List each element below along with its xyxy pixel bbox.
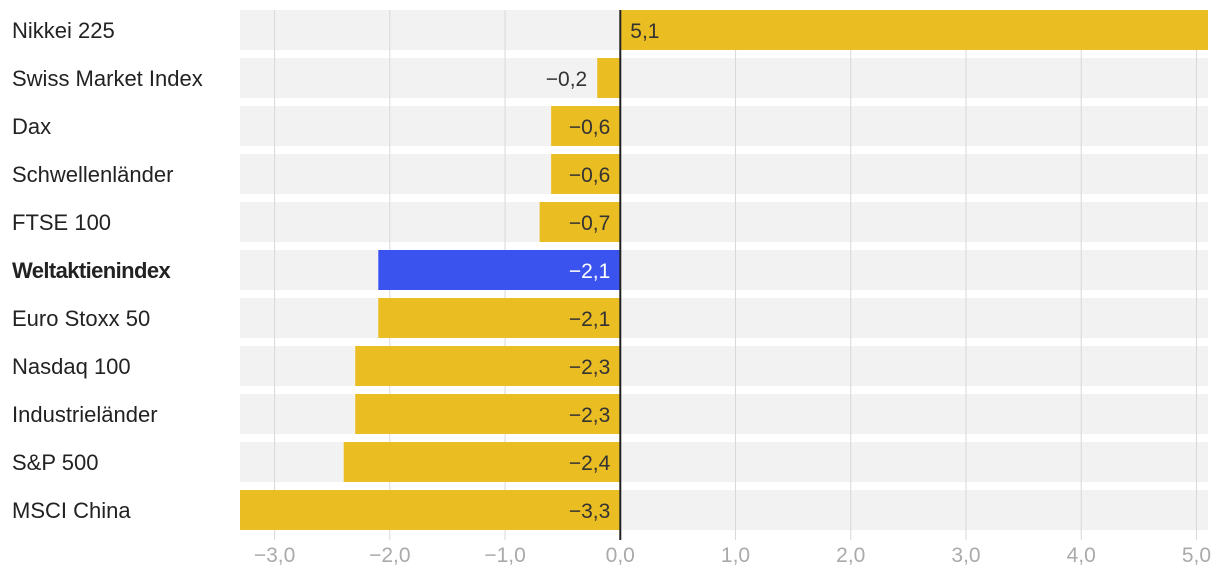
category-labels: Nikkei 225 Swiss Market Index Dax Schwellen… (12, 18, 203, 523)
value-label-nikkei-225: 5,1 (630, 20, 659, 43)
category-label-euro-stoxx-50: Euro Stoxx 50 (12, 306, 150, 331)
value-label-swiss-market-index: −0,2 (546, 68, 587, 91)
bar-nikkei-225 (620, 10, 1208, 50)
value-label-industrielaender: −2,3 (569, 404, 610, 427)
bars (240, 10, 1208, 530)
x-axis-ticks: −3,0 −2,0 −1,0 0,0 1,0 2,0 3,0 4,0 5,0 (254, 544, 1211, 567)
bar-msci-china (240, 490, 621, 530)
bar-ftse-100 (539, 202, 621, 242)
x-tick-label: 4,0 (1067, 544, 1096, 567)
bar-euro-stoxx-50 (378, 298, 621, 338)
category-label-sandp-500: S&P 500 (12, 450, 98, 475)
category-label-schwellenlaender: Schwellenländer (12, 162, 173, 187)
x-tick-label: −1,0 (484, 544, 525, 567)
bar-industrielaender (355, 394, 621, 434)
x-tick-label: 2,0 (836, 544, 865, 567)
value-label-sandp-500: −2,4 (569, 452, 611, 475)
x-tick-label: 0,0 (606, 544, 635, 567)
x-tick-label: 5,0 (1182, 544, 1211, 567)
row-background-dax (240, 106, 1208, 146)
value-label-euro-stoxx-50: −2,1 (569, 308, 610, 331)
x-tick-label: 1,0 (721, 544, 750, 567)
value-labels: 5,1 −0,2 −0,6 −0,6 −0,7 −2,1 −2,1 −2,3 −2,3 −2,4 −… (546, 20, 660, 523)
value-label-msci-china: −3,3 (569, 500, 610, 523)
x-tick-label: 3,0 (951, 544, 980, 567)
bar-sandp-500 (343, 442, 621, 482)
row-background-swiss-market-index (240, 58, 1208, 98)
category-label-swiss-market-index: Swiss Market Index (12, 66, 203, 91)
category-label-ftse-100: FTSE 100 (12, 210, 111, 235)
bar-dax (551, 106, 621, 146)
value-label-schwellenlaender: −0,6 (569, 164, 610, 187)
row-background-ftse-100 (240, 202, 1208, 242)
category-label-nasdaq-100: Nasdaq 100 (12, 354, 131, 379)
x-tick-label: −2,0 (369, 544, 410, 567)
category-label-weltaktienindex: Weltaktienindex (12, 258, 171, 283)
value-label-dax: −0,6 (569, 116, 610, 139)
value-label-nasdaq-100: −2,3 (569, 356, 610, 379)
category-label-dax: Dax (12, 114, 51, 139)
bar-swiss-market-index (597, 58, 621, 98)
row-background-schwellenlaender (240, 154, 1208, 194)
bar-schwellenlaender (551, 154, 621, 194)
x-tick-label: −3,0 (254, 544, 295, 567)
category-label-msci-china: MSCI China (12, 498, 131, 523)
category-label-industrielaender: Industrieländer (12, 402, 158, 427)
bar-nasdaq-100 (355, 346, 621, 386)
bar-weltaktienindex (378, 250, 621, 290)
value-label-ftse-100: −0,7 (569, 212, 610, 235)
category-label-nikkei-225: Nikkei 225 (12, 18, 115, 43)
value-label-weltaktienindex: −2,1 (569, 260, 610, 283)
